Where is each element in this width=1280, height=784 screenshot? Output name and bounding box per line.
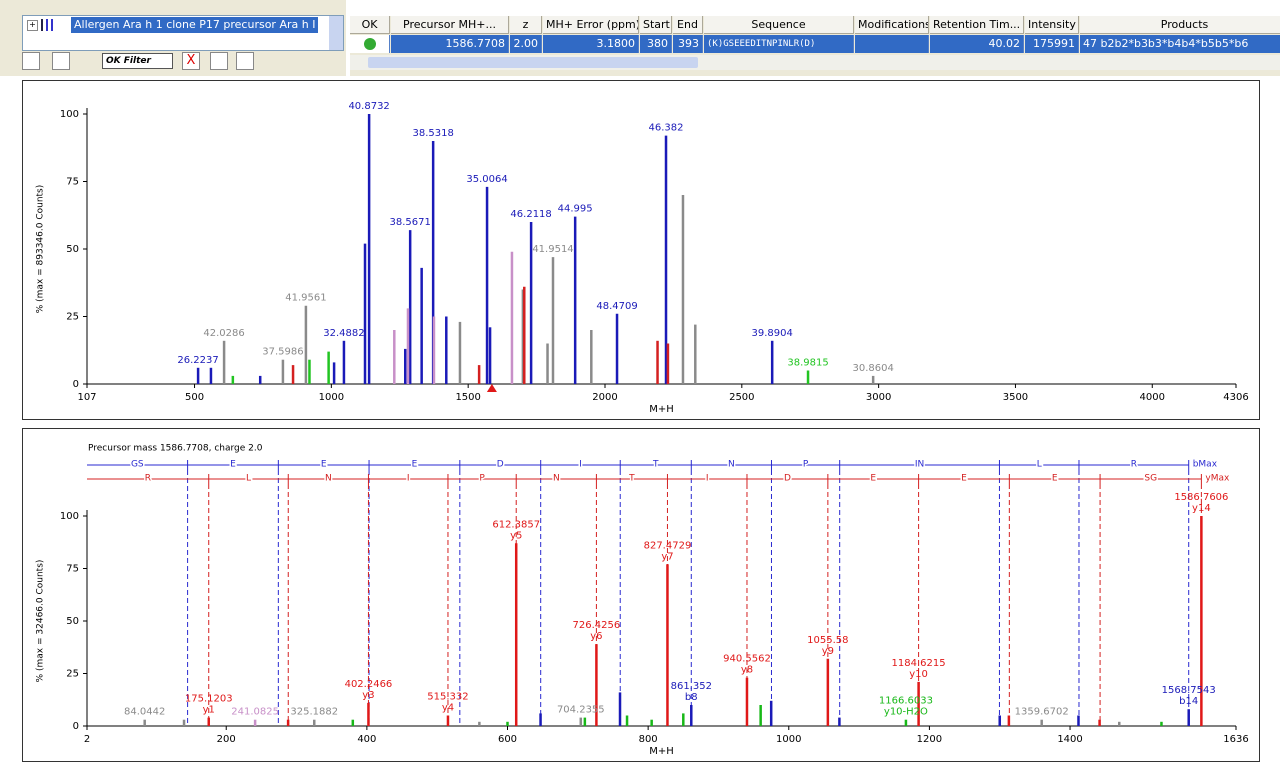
protein-item[interactable]: Allergen Ara h 1 clone P17 precursor Ara…: [71, 17, 319, 33]
scroll-thumb[interactable]: [368, 57, 698, 68]
zoom-button[interactable]: [236, 52, 254, 70]
toolbar: + Allergen Ara h 1 clone P17 precursor A…: [0, 0, 346, 76]
table-cell[interactable]: 3.1800: [543, 35, 639, 53]
column-header[interactable]: Modifications: [855, 16, 929, 34]
table-cell[interactable]: 175991: [1025, 35, 1079, 53]
table-cell[interactable]: 380: [640, 35, 672, 53]
column-header[interactable]: Retention Tim...: [930, 16, 1024, 34]
column-header[interactable]: OK: [350, 16, 390, 34]
column-header[interactable]: z: [510, 16, 542, 34]
column-header[interactable]: Start: [640, 16, 672, 34]
view-button[interactable]: [52, 52, 70, 70]
horizontal-scrollbar[interactable]: [350, 55, 1280, 70]
scrollbar[interactable]: [329, 16, 343, 50]
view-button[interactable]: [22, 52, 40, 70]
spectrum-panel: [22, 80, 1260, 420]
table-cell[interactable]: (K)GSEEEDITNPINLR(D): [704, 35, 854, 53]
expand-icon[interactable]: +: [27, 20, 38, 31]
fragment-panel: [22, 428, 1260, 762]
table-cell[interactable]: 40.02: [930, 35, 1024, 53]
protein-icon: [41, 19, 67, 31]
column-header[interactable]: End: [673, 16, 703, 34]
column-header[interactable]: Intensity: [1025, 16, 1079, 34]
refresh-button[interactable]: [210, 52, 228, 70]
table-cell[interactable]: [350, 35, 390, 53]
table-cell[interactable]: 47 b2b2*b3b3*b4b4*b5b5*b6: [1080, 35, 1280, 53]
peptide-table: OK Precursor MH+... 1586.7708 z 2.00 MH+ Erro…: [350, 16, 1280, 76]
table-cell[interactable]: 2.00: [510, 35, 542, 53]
column-header[interactable]: Precursor MH+...: [391, 16, 509, 34]
clear-button[interactable]: X: [182, 52, 200, 70]
filter-button[interactable]: OK Filter: [102, 53, 173, 69]
table-cell[interactable]: 393: [673, 35, 703, 53]
table-cell[interactable]: [855, 35, 929, 53]
column-header[interactable]: Sequence: [704, 16, 854, 34]
protein-list[interactable]: + Allergen Ara h 1 clone P17 precursor A…: [22, 15, 344, 51]
table-cell[interactable]: 1586.7708: [391, 35, 509, 53]
column-header[interactable]: MH+ Error (ppm): [543, 16, 639, 34]
column-header[interactable]: Products: [1080, 16, 1280, 34]
ok-icon: [363, 38, 376, 50]
